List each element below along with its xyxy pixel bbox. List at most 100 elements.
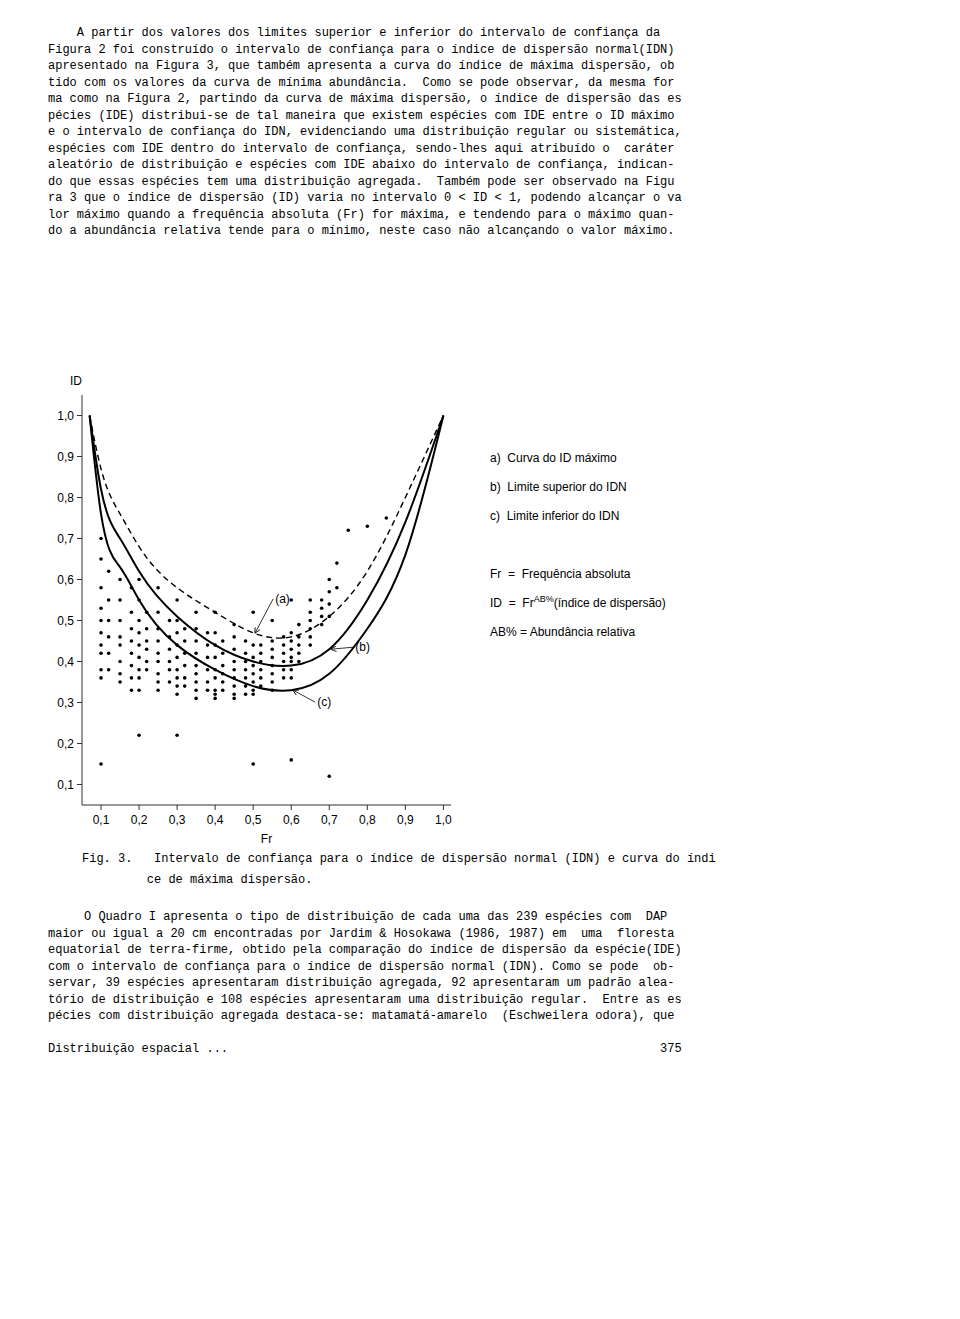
scatter-point <box>327 602 331 606</box>
scatter-point <box>156 688 160 692</box>
scatter-point <box>156 639 160 643</box>
scatter-point <box>232 697 236 701</box>
body-text-line: tório de distribuição e 108 espécies apr… <box>48 993 682 1007</box>
scatter-point <box>194 652 198 656</box>
scatter-point <box>232 684 236 688</box>
scatter-point <box>320 615 324 619</box>
scatter-point <box>320 606 324 610</box>
page: A partir dos valores dos limites superio… <box>0 0 960 1319</box>
scatter-point <box>99 762 103 766</box>
scatter-point <box>221 680 225 684</box>
x-tick-label: 1,0 <box>435 813 452 827</box>
scatter-point <box>206 680 210 684</box>
scatter-point <box>259 643 263 647</box>
scatter-point <box>251 611 255 615</box>
body-text-line: servar, 39 espécies apresentaram distrib… <box>48 976 675 990</box>
scatter-point <box>251 656 255 660</box>
x-tick-label: 0,1 <box>93 813 110 827</box>
caption-line: Fig. 3. Intervalo de confiança para o ín… <box>82 852 716 866</box>
x-axis-label: Fr <box>261 832 272 846</box>
plot-area <box>90 416 444 779</box>
scatter-point <box>221 688 225 692</box>
scatter-point <box>107 570 111 574</box>
key-term-superscript: AB% <box>534 594 554 604</box>
scatter-point <box>156 680 160 684</box>
body-text-line: pécies com distribuição agregada destaca… <box>48 1009 675 1023</box>
scatter-point <box>289 639 293 643</box>
scatter-point <box>118 672 122 676</box>
scatter-point <box>194 672 198 676</box>
scatter-point <box>118 680 122 684</box>
scatter-point <box>175 684 179 688</box>
y-tick <box>77 620 82 621</box>
y-tick <box>77 661 82 662</box>
scatter-point <box>99 631 103 635</box>
scatter-point <box>145 627 149 631</box>
scatter-point <box>130 676 134 680</box>
scatter-point <box>366 524 370 528</box>
scatter-point <box>335 586 339 590</box>
scatter-point <box>118 619 122 623</box>
scatter-point <box>175 734 179 738</box>
scatter-point <box>232 693 236 697</box>
x-axis-line <box>82 805 451 806</box>
scatter-point <box>221 664 225 668</box>
y-tick-label: 0,6 <box>57 573 74 587</box>
scatter-point <box>118 598 122 602</box>
scatter-point <box>282 660 286 664</box>
scatter-point <box>206 656 210 660</box>
x-tick-label: 0,8 <box>359 813 376 827</box>
scatter-point <box>259 676 263 680</box>
x-tick-label: 0,4 <box>207 813 224 827</box>
scatter-point <box>194 697 198 701</box>
scatter-point <box>107 619 111 623</box>
scatter-point <box>99 619 103 623</box>
x-tick-label: 0,6 <box>283 813 300 827</box>
scatter-point <box>168 619 172 623</box>
x-tick <box>367 805 368 810</box>
scatter-point <box>175 598 179 602</box>
scatter-point <box>232 635 236 639</box>
scatter-point <box>194 680 198 684</box>
label-arrow <box>293 690 315 702</box>
body-text-line: apresentado na Figura 3, que também apre… <box>48 59 675 73</box>
body-text-line: do a abundância relativa tende para o mí… <box>48 224 675 238</box>
scatter-point <box>289 668 293 672</box>
curve-label: (c) <box>317 695 331 709</box>
x-tick <box>177 805 178 810</box>
key-line: b) Limite superior do IDN <box>490 480 627 494</box>
scatter-point <box>251 664 255 668</box>
page-footer: Distribuição espacial ... 375 <box>48 1042 682 1056</box>
scatter-point <box>259 652 263 656</box>
scatter-point <box>308 635 312 639</box>
scatter-point <box>385 516 389 520</box>
scatter-point <box>308 611 312 615</box>
scatter-point <box>137 619 141 623</box>
axes: 0,10,20,30,40,50,60,70,80,91,00,10,20,30… <box>57 374 452 846</box>
body-text-line: ma como na Figura 2, partindo da curva d… <box>48 92 682 106</box>
y-tick-label: 1,0 <box>57 409 74 423</box>
y-tick-label: 0,5 <box>57 614 74 628</box>
body-text-line: com o intervalo de confiança para o índi… <box>48 960 675 974</box>
scatter-points <box>99 516 388 778</box>
scatter-point <box>107 598 111 602</box>
scatter-point <box>320 598 324 602</box>
y-tick <box>77 415 82 416</box>
scatter-point <box>289 656 293 660</box>
scatter-point <box>282 668 286 672</box>
scatter-point <box>175 668 179 672</box>
scatter-point <box>145 660 149 664</box>
scatter-point <box>251 688 255 692</box>
scatter-point <box>183 684 187 688</box>
x-tick <box>139 805 140 810</box>
scatter-point <box>99 652 103 656</box>
scatter-point <box>194 639 198 643</box>
key-term: AB% = Abundância relativa <box>490 625 635 639</box>
curve-label: (a) <box>275 592 290 606</box>
scatter-point <box>137 631 141 635</box>
x-tick-label: 0,9 <box>397 813 414 827</box>
scatter-point <box>99 643 103 647</box>
scatter-point <box>297 643 301 647</box>
scatter-point <box>289 676 293 680</box>
scatter-point <box>137 734 141 738</box>
